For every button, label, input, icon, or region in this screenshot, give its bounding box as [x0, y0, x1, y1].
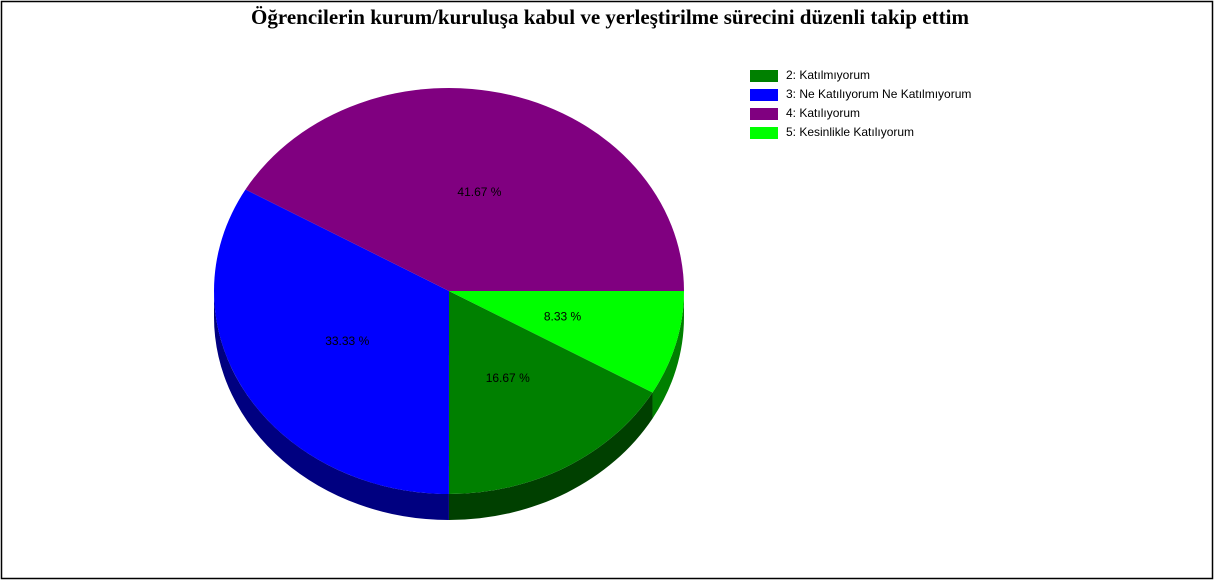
slice	[214, 189, 449, 494]
pie-sides	[214, 291, 684, 520]
slice	[245, 88, 685, 292]
slice	[449, 291, 684, 393]
slice-side	[214, 291, 449, 520]
legend-label: 2: Katılmıyorum	[786, 68, 870, 82]
data-label: 8.33 %	[544, 309, 582, 323]
legend-label: 3: Ne Katılıyorum Ne Katılmıyorum	[786, 87, 971, 101]
pie-labels: 16.67 % 33.33 % 41.67 % 8.33 %	[325, 185, 581, 385]
legend-swatch	[750, 89, 778, 101]
chart-title: Öğrencilerin kurum/kuruluşa kabul ve yer…	[251, 5, 969, 29]
slice-side	[448, 392, 653, 520]
slice	[448, 291, 653, 494]
legend: 2: Katılmıyorum 3: Ne Katılıyorum Ne Katı…	[750, 68, 971, 139]
data-label: 33.33 %	[325, 334, 369, 348]
legend-swatch	[750, 127, 778, 139]
data-label: 41.67 %	[457, 185, 501, 199]
legend-swatch	[750, 70, 778, 82]
legend-label: 5: Kesinlikle Katılıyorum	[786, 125, 914, 139]
pie-tops	[214, 88, 685, 494]
slice-side	[652, 291, 684, 419]
legend-swatch	[750, 108, 778, 120]
legend-label: 4: Katılıyorum	[786, 106, 860, 120]
data-label: 16.67 %	[486, 371, 530, 385]
